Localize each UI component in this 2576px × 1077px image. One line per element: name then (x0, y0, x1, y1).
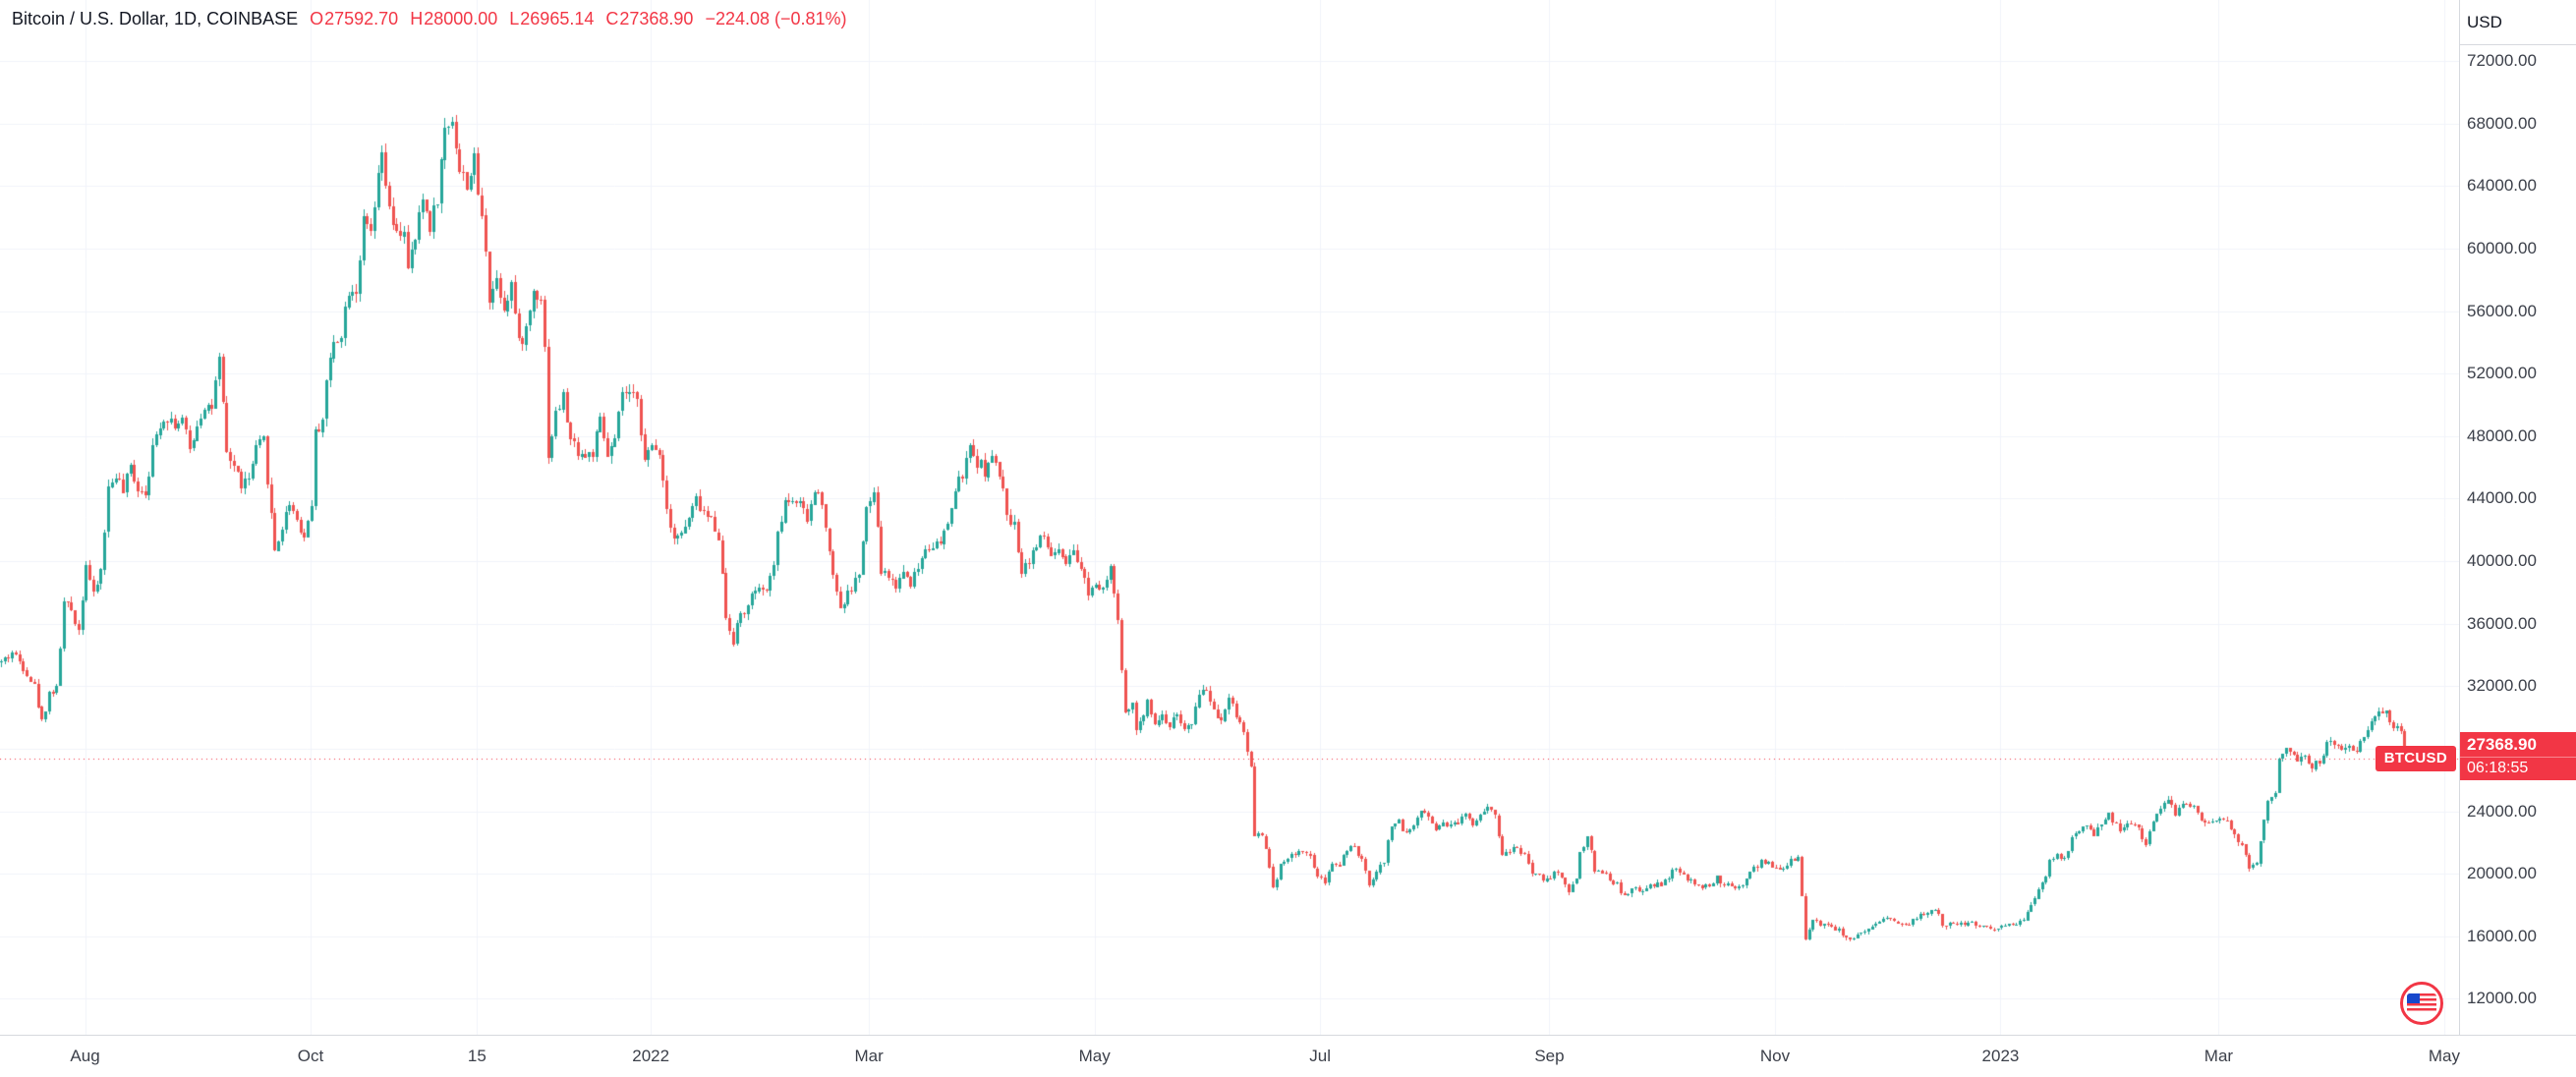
close-value: 27368.90 (619, 9, 694, 28)
us-flag-icon[interactable] (2400, 982, 2443, 1025)
time-axis[interactable]: Aug Oct 15 2022 Mar May Jul Sep Nov 2023 Mar May (0, 1035, 2576, 1077)
flag-stripes (2407, 993, 2436, 1013)
change-value: −224.08 (−0.81%) (705, 9, 847, 28)
high-label: H (410, 9, 424, 28)
time-axis-label: Sep (1534, 1047, 1565, 1065)
time-axis-label: Aug (70, 1047, 100, 1065)
ohlc-open: O27592.70 (310, 9, 398, 29)
price-axis-label: 64000.00 (2467, 176, 2537, 196)
axis-currency-label[interactable]: USD (2460, 0, 2576, 45)
price-axis-label: 40000.00 (2467, 551, 2537, 571)
low-value: 26965.14 (520, 9, 595, 28)
flag-canton (2407, 993, 2420, 1003)
time-axis-label: Nov (1759, 1047, 1791, 1065)
open-label: O (310, 9, 324, 28)
price-axis-label: 60000.00 (2467, 238, 2537, 257)
open-value: 27592.70 (324, 9, 399, 28)
symbol-title[interactable]: Bitcoin / U.S. Dollar, 1D, COINBASE (12, 9, 299, 28)
price-axis-label: 48000.00 (2467, 425, 2537, 445)
candlestick-chart-canvas[interactable] (0, 0, 2459, 1035)
time-axis-label: Mar (2204, 1047, 2234, 1065)
high-value: 28000.00 (424, 9, 498, 28)
chart-plot-area: Bitcoin / U.S. Dollar, 1D, COINBASE O275… (0, 0, 2459, 1035)
price-axis-label: 32000.00 (2467, 676, 2537, 696)
time-axis-label: May (2428, 1047, 2460, 1065)
price-axis-label: 16000.00 (2467, 926, 2537, 945)
time-axis-label: 15 (467, 1047, 487, 1065)
ohlc-low: L26965.14 (509, 9, 594, 29)
last-price-badge: 27368.90 06:18:55 (2460, 731, 2576, 780)
last-price-value: 27368.90 (2460, 731, 2576, 757)
price-axis-label: 36000.00 (2467, 613, 2537, 633)
time-axis-label: Mar (854, 1047, 884, 1065)
ohlc-close: C27368.90 (605, 9, 693, 29)
price-axis-label: 20000.00 (2467, 864, 2537, 883)
ohlc-high: H28000.00 (410, 9, 497, 29)
price-axis-label: 44000.00 (2467, 488, 2537, 508)
price-axis-label: 72000.00 (2467, 51, 2537, 71)
price-axis[interactable]: USD 72000.00 68000.00 64000.00 60000.00 5600… (2459, 0, 2576, 1035)
price-line-symbol-tag: BTCUSD (2375, 745, 2456, 771)
close-label: C (605, 9, 619, 28)
time-axis-label: 2022 (632, 1047, 670, 1065)
low-label: L (509, 9, 520, 28)
price-axis-label: 12000.00 (2467, 989, 2537, 1008)
price-axis-label: 52000.00 (2467, 364, 2537, 383)
price-axis-label: 56000.00 (2467, 301, 2537, 320)
price-axis-label: 24000.00 (2467, 801, 2537, 821)
chart-legend: Bitcoin / U.S. Dollar, 1D, COINBASE O275… (12, 9, 847, 29)
time-axis-label: Oct (297, 1047, 324, 1065)
time-axis-label: Jul (1309, 1047, 1332, 1065)
bar-countdown: 06:18:55 (2460, 756, 2576, 780)
time-axis-label: May (1078, 1047, 1111, 1065)
price-axis-label: 68000.00 (2467, 113, 2537, 133)
time-axis-label: 2023 (1981, 1047, 2020, 1065)
